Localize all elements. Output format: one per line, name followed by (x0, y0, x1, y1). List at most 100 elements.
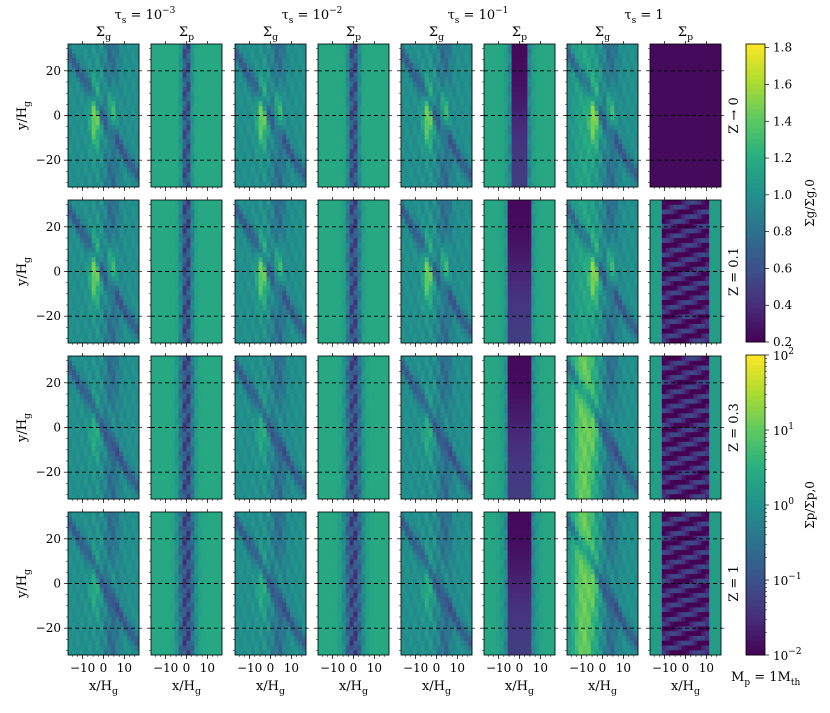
heatmap-cell (432, 120, 437, 126)
heatmap-cell (578, 167, 584, 174)
heatmap-cell (79, 233, 85, 239)
heatmap-cell (91, 247, 97, 253)
heatmap-cell (162, 167, 168, 174)
heatmap-cell (495, 101, 501, 107)
heatmap-cell (717, 53, 722, 59)
heatmap-cell (697, 82, 702, 88)
heatmap-cell (95, 163, 100, 169)
heatmap-cell (661, 172, 667, 178)
heatmap-cell (87, 319, 93, 325)
heatmap-cell (523, 44, 528, 50)
heatmap-cell (408, 96, 414, 102)
heatmap-cell (365, 63, 370, 69)
heatmap-cell (214, 158, 219, 164)
heatmap-cell (254, 167, 260, 174)
heatmap-cell (68, 101, 73, 107)
heatmap-cell (626, 63, 631, 69)
heatmap-cell (428, 158, 433, 164)
heatmap-cell (570, 91, 576, 97)
heatmap-cell (539, 182, 544, 188)
heatmap-cell (214, 115, 219, 121)
heatmap-cell (79, 219, 85, 225)
heatmap-cell (515, 110, 520, 116)
heatmap-cell (325, 120, 331, 126)
heatmap-cell (95, 271, 100, 277)
heatmap-cell (158, 139, 164, 145)
heatmap-cell (365, 182, 370, 188)
heatmap-cell (491, 177, 497, 183)
heatmap-cell (286, 129, 291, 135)
heatmap-cell (578, 148, 584, 155)
heatmap-cell (598, 139, 603, 145)
heatmap-cell (238, 153, 244, 159)
heatmap-cell (190, 67, 195, 73)
heatmap-cell (107, 134, 112, 140)
heatmap-cell (274, 58, 279, 64)
heatmap-cell (495, 163, 501, 169)
heatmap-cell (717, 115, 722, 121)
heatmap-cell (416, 48, 422, 54)
heatmap-cell (95, 276, 100, 282)
heatmap-cell (401, 158, 406, 164)
heatmap-cell (369, 158, 374, 164)
heatmap-cell (634, 96, 639, 102)
heatmap-cell (154, 48, 160, 54)
heatmap-cell (329, 182, 335, 188)
heatmap-cell (341, 158, 347, 164)
heatmap-cell (68, 271, 73, 277)
heatmap-cell (693, 139, 698, 145)
heatmap-cell (491, 148, 497, 155)
heatmap-cell (329, 86, 335, 93)
heatmap-cell (87, 148, 93, 155)
heatmap-cell (99, 304, 104, 311)
heatmap-cell (385, 110, 390, 116)
heatmap-cell (262, 63, 267, 69)
heatmap-cell (567, 115, 572, 121)
heatmap-cell (194, 91, 199, 97)
heatmap-cell (626, 115, 631, 121)
heatmap-cell (135, 48, 140, 54)
heatmap-cell (574, 158, 580, 164)
heatmap-cell (369, 86, 374, 93)
heatmap-cell (321, 139, 327, 145)
heatmap-cell (202, 105, 207, 112)
heatmap-cell (539, 86, 544, 93)
heatmap-cell (99, 125, 104, 131)
heatmap-cell (650, 182, 655, 188)
heatmap-cell (594, 86, 599, 93)
heatmap-cell (657, 58, 663, 64)
heatmap-cell (103, 233, 108, 239)
heatmap-cell (665, 120, 671, 126)
heatmap-cell (401, 82, 406, 88)
heatmap-cell (626, 182, 631, 188)
heatmap-cell (420, 82, 426, 88)
heatmap-cell (68, 129, 73, 135)
heatmap-cell (115, 177, 120, 183)
heatmap-cell (499, 53, 505, 59)
heatmap-cell (693, 105, 698, 112)
heatmap-cell (238, 158, 244, 164)
heatmap-cell (634, 91, 639, 97)
heatmap-cell (424, 101, 430, 107)
heatmap-cell (539, 77, 544, 83)
heatmap-cell (697, 101, 702, 107)
heatmap-cell (123, 86, 128, 93)
heatmap-cell (547, 110, 552, 116)
heatmap-cell (68, 48, 73, 54)
heatmap-cell (709, 153, 714, 159)
heatmap-cell (75, 182, 81, 188)
heatmap-cell (689, 53, 694, 59)
heatmap-cell (590, 91, 596, 97)
heatmap-cell (115, 153, 120, 159)
heatmap-cell (507, 91, 513, 97)
heatmap-cell (444, 105, 449, 112)
heatmap-cell (79, 105, 85, 112)
heatmap-cell (618, 58, 623, 64)
heatmap-cell (91, 101, 97, 107)
heatmap-cell (717, 163, 722, 169)
heatmap-cell (385, 177, 390, 183)
heatmap-cell (266, 148, 271, 155)
heatmap-cell (495, 86, 501, 93)
heatmap-cell (610, 172, 615, 178)
heatmap-cell (487, 172, 493, 178)
